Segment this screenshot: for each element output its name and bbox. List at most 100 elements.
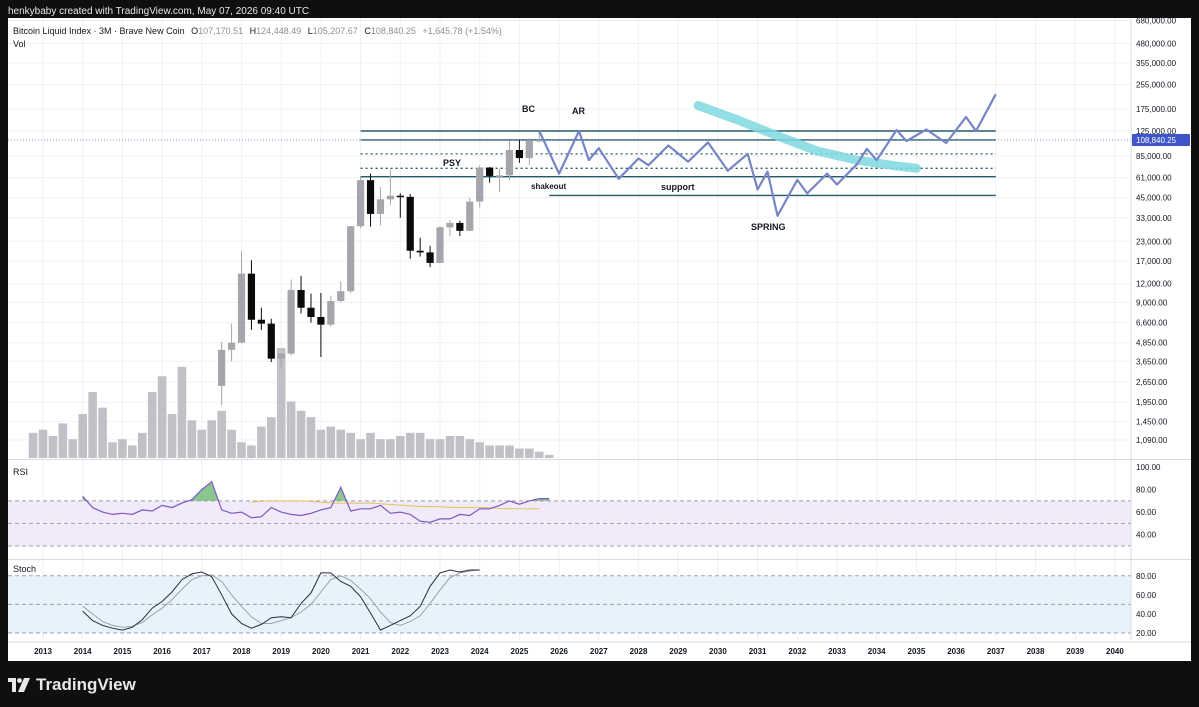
candle-down <box>366 180 375 214</box>
volume-bar <box>366 432 375 458</box>
volume-bar <box>217 410 226 458</box>
volume-bar <box>544 454 554 458</box>
price-tick-label: 680,000.00 <box>1136 18 1177 26</box>
candle-up <box>436 227 444 263</box>
candlestick-series <box>218 131 543 406</box>
stoch-tick-label: 80.00 <box>1136 572 1157 581</box>
candle-up <box>237 273 246 343</box>
price-tick-label: 355,000.00 <box>1136 59 1177 68</box>
volume-bar <box>177 366 187 458</box>
legend-high: 124,448.49 <box>256 26 301 36</box>
legend-vol: Vol <box>13 39 26 49</box>
volume-bar <box>445 436 455 458</box>
candle-up <box>347 226 355 292</box>
pane-separators[interactable] <box>8 18 1191 643</box>
time-tick-label: 2027 <box>590 647 608 656</box>
legend-close-label: C <box>364 26 371 36</box>
volume-bar <box>257 426 266 458</box>
time-tick-label: 2031 <box>749 647 767 656</box>
volume-bar <box>128 445 137 458</box>
volume-bar <box>435 439 445 458</box>
stoch-pane[interactable] <box>8 575 1131 634</box>
time-tick-label: 2022 <box>391 647 409 656</box>
volume-bar <box>316 429 326 458</box>
price-tick-label: 175,000.00 <box>1136 105 1177 114</box>
candle-down <box>396 195 404 198</box>
candle-up <box>337 291 345 302</box>
candle-down <box>416 250 424 253</box>
volume-bar <box>515 448 524 458</box>
price-tick-label: 33,000.00 <box>1136 214 1172 223</box>
candle-down <box>406 196 414 251</box>
legend-low-label: L <box>308 26 313 36</box>
rsi-overbought-fill <box>334 487 347 501</box>
price-tick-label: 1,090.00 <box>1136 436 1168 445</box>
volume-bar <box>534 451 544 458</box>
drawings[interactable] <box>538 93 997 217</box>
label-bc: BC <box>522 104 535 114</box>
legend-symbol: Bitcoin Liquid Index · 3M · Brave New Co… <box>13 26 185 36</box>
price-tick-label: 2,650.00 <box>1136 378 1168 387</box>
candle-down <box>307 307 315 317</box>
candle-down <box>426 252 434 263</box>
label-spring: SPRING <box>751 222 786 232</box>
volume-bar <box>227 429 236 458</box>
volume-bar <box>38 429 48 458</box>
time-tick-label: 2030 <box>709 647 727 656</box>
time-tick-label: 2034 <box>868 647 886 656</box>
volume-bar <box>237 442 246 458</box>
volume-bar <box>266 417 276 458</box>
candle-up <box>287 289 295 354</box>
volume-bar <box>78 414 87 458</box>
time-tick-label: 2018 <box>233 647 251 656</box>
price-axis[interactable]: 680,000.00 480,000.00 355,000.00 255,000.00… <box>1132 17 1190 638</box>
time-tick-label: 2033 <box>828 647 846 656</box>
volume-bar <box>386 439 395 458</box>
time-tick-label: 2013 <box>34 647 52 656</box>
time-tick-label: 2017 <box>193 647 211 656</box>
volume-bar <box>118 439 127 458</box>
time-axis[interactable]: 2013 2014 2015 2016 2017 2018 2019 2020 2021 2022… <box>34 647 1124 656</box>
candle-down <box>515 149 523 159</box>
tradingview-logo[interactable]: TradingView <box>8 675 136 695</box>
candle-down <box>297 289 305 308</box>
highlighter-stroke <box>693 101 921 173</box>
chart-legend: Bitcoin Liquid Index · 3M · Brave New Co… <box>13 26 502 574</box>
price-tick-label: 4,850.00 <box>1136 339 1168 348</box>
label-support: support <box>661 182 695 192</box>
volume-bar <box>247 445 256 458</box>
legend-close: 108,840.25 <box>371 26 416 36</box>
candle-up <box>505 149 514 176</box>
volume-bar <box>98 407 107 458</box>
rsi-pane[interactable] <box>8 500 1131 547</box>
time-tick-label: 2023 <box>431 647 449 656</box>
candle-up <box>466 201 474 231</box>
volume-bar <box>396 436 405 458</box>
time-tick-label: 2037 <box>987 647 1005 656</box>
volume-bar <box>356 439 365 458</box>
time-tick-label: 2024 <box>471 647 489 656</box>
price-tick-label: 125,000.00 <box>1136 127 1177 136</box>
volume-bar <box>276 348 286 458</box>
stoch-d-line <box>82 569 480 628</box>
stoch-lines <box>82 569 480 631</box>
price-tick-label: 480,000.00 <box>1136 39 1177 48</box>
rsi-tick-label: 40.00 <box>1136 531 1157 540</box>
candle-up <box>535 140 543 142</box>
rsi-tick-label: 60.00 <box>1136 508 1157 517</box>
time-tick-label: 2014 <box>74 647 92 656</box>
price-tick-label: 6,600.00 <box>1136 319 1168 328</box>
time-tick-label: 2038 <box>1027 647 1045 656</box>
volume-bar <box>197 429 207 458</box>
price-tick-label: 12,000.00 <box>1136 280 1172 289</box>
chart-canvas[interactable]: 680,000.00 480,000.00 355,000.00 255,000.00… <box>8 17 1191 661</box>
volume-bars <box>28 348 554 458</box>
stoch-k-line <box>82 569 480 631</box>
chart-frame[interactable]: 680,000.00 480,000.00 355,000.00 255,000.00… <box>8 17 1191 661</box>
chart-attribution: henkybaby created with TradingView.com, … <box>8 6 310 17</box>
wyckoff-levels[interactable] <box>8 130 1131 197</box>
candle-down <box>267 323 275 359</box>
legend-high-label: H <box>250 26 257 36</box>
volume-bar <box>425 439 435 458</box>
time-tick-label: 2016 <box>153 647 171 656</box>
